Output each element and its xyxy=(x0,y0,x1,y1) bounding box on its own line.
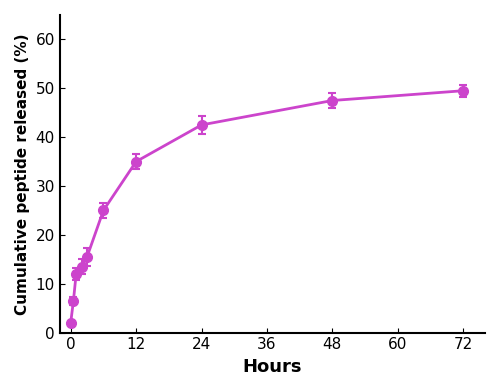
Y-axis label: Cumulative peptide released (%): Cumulative peptide released (%) xyxy=(15,33,30,314)
X-axis label: Hours: Hours xyxy=(242,358,302,376)
